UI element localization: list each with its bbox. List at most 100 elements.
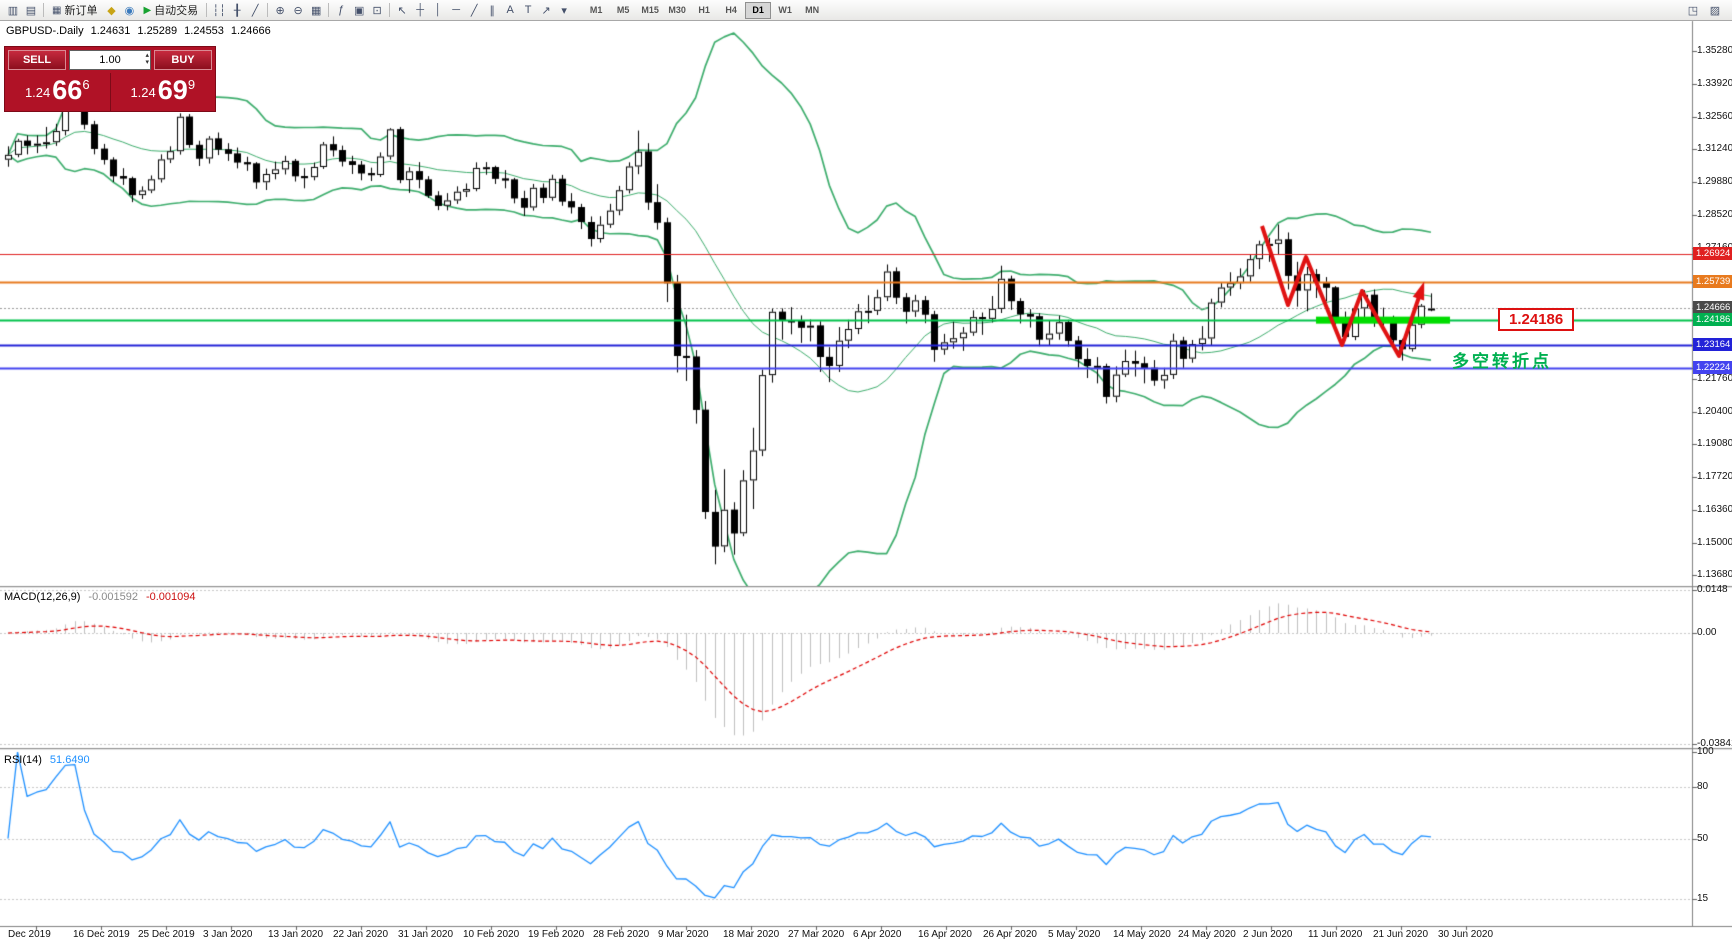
objects-list-icon[interactable]: ⊡ <box>368 2 386 18</box>
new-order-button-label: 新订单 <box>64 5 98 17</box>
arrows-dropdown-icon[interactable]: ▾ <box>555 2 573 18</box>
arrows-icon: ↗ <box>541 4 551 17</box>
horizontal-line-icon[interactable]: ─ <box>447 2 465 18</box>
line-chart-icon[interactable]: ╱ <box>246 2 264 18</box>
timeframe-m15[interactable]: M15 <box>641 5 659 15</box>
arrows-icon[interactable]: ↗ <box>537 2 555 18</box>
macd-value-signal: -0.001094 <box>145 591 196 603</box>
volume-value[interactable]: 1.00 <box>99 54 121 66</box>
price-tick-label: 1.16360 <box>1697 503 1732 515</box>
bar-chart-icon[interactable]: ┆┆ <box>210 2 228 18</box>
date-tick-label: 16 Dec 2019 <box>73 929 130 940</box>
market-depth-icon: ◆ <box>107 4 116 17</box>
rsi-tick-label: 50 <box>1697 832 1709 844</box>
templates-icon[interactable]: ▣ <box>350 2 368 18</box>
volume-stepper[interactable]: 1.00 ▴ ▾ <box>69 50 151 70</box>
toolbar-right-icons: ◳ ▨ <box>1684 2 1728 18</box>
timeframe-d1[interactable]: D1 <box>745 1 772 19</box>
timeframe-w1[interactable]: W1 <box>778 5 792 15</box>
vertical-line-icon: │ <box>434 4 442 16</box>
price-callout[interactable]: 1.24186 <box>1498 308 1575 331</box>
text-icon[interactable]: A <box>501 2 519 18</box>
date-tick-label: 10 Feb 2020 <box>463 929 520 940</box>
profiles-icon[interactable]: ▤ <box>22 2 40 18</box>
indicators-icon[interactable]: ƒ <box>332 2 350 18</box>
zoom-out-icon[interactable]: ⊖ <box>289 2 307 18</box>
macd-tick-label: 0.0148 <box>1697 584 1728 596</box>
order-panel-prices-row: 1.24 66 6 1.24 69 9 <box>5 73 215 111</box>
price-tick-label: 1.35280 <box>1697 45 1732 56</box>
timeframe-mn[interactable]: MN <box>805 5 820 15</box>
price-tick-label: 1.29880 <box>1697 176 1732 187</box>
date-tick-label: 2 Jun 2020 <box>1243 929 1293 940</box>
autotrading-icon: ▶ <box>143 4 152 16</box>
rsi-tick-label: 15 <box>1697 893 1709 905</box>
autotrading-button[interactable]: ▶ 自动交易 <box>138 2 203 18</box>
alerts-icon[interactable]: ◉ <box>120 2 138 18</box>
trendline-icon[interactable]: ╱ <box>465 2 483 18</box>
price-tick-label: 1.31240 <box>1697 143 1732 154</box>
price-tick-label: 1.33920 <box>1697 77 1732 89</box>
tile-windows-icon: ▦ <box>310 4 322 17</box>
new-order-button[interactable]: ▦ 新订单 <box>47 2 102 18</box>
date-tick-label: 3 Jan 2020 <box>203 929 253 940</box>
new-chart-icon[interactable]: ▥ <box>4 2 22 18</box>
crosshair-icon[interactable]: ┼ <box>411 2 429 18</box>
profiles-icon: ▤ <box>25 4 37 17</box>
buy-price-sup: 9 <box>187 77 196 92</box>
one-click-trading-panel: SELL 1.00 ▴ ▾ BUY 1.24 66 6 1.24 69 9 <box>4 46 216 112</box>
text-icon: A <box>506 4 514 16</box>
bar-chart-icon: ┆┆ <box>212 4 226 17</box>
macd-value-main: -0.001592 <box>88 591 138 603</box>
timeframe-h1[interactable]: H1 <box>698 5 710 15</box>
buy-price-big: 69 <box>157 75 188 105</box>
date-tick-label: 16 Apr 2020 <box>918 929 972 940</box>
timeframe-h4[interactable]: H4 <box>725 5 737 15</box>
date-tick-label: 30 Jun 2020 <box>1438 929 1494 940</box>
cursor-icon[interactable]: ↖ <box>393 2 411 18</box>
timeframe-m5[interactable]: M5 <box>616 5 630 15</box>
chart-note-icon[interactable]: ◳ <box>1687 4 1699 17</box>
zoom-in-icon[interactable]: ⊕ <box>271 2 289 18</box>
price-tick-label: 1.32560 <box>1697 110 1732 122</box>
sell-price[interactable]: 1.24 66 6 <box>5 73 110 111</box>
trendline-icon: ╱ <box>470 4 478 17</box>
annotation-text[interactable]: 多空转折点 <box>1452 352 1552 371</box>
date-tick-label: 26 Apr 2020 <box>983 929 1037 940</box>
buy-price[interactable]: 1.24 69 9 <box>111 73 216 111</box>
timeframe-m1[interactable]: M1 <box>589 5 603 15</box>
price-tick-label: 1.19080 <box>1697 438 1732 449</box>
date-tick-label: 19 Feb 2020 <box>528 929 585 940</box>
chart-list-icon[interactable]: ▨ <box>1709 4 1721 17</box>
templates-icon: ▣ <box>353 4 365 17</box>
candlestick-chart-icon[interactable]: ╂ <box>228 2 246 18</box>
toolbar-separator <box>206 3 208 17</box>
macd-tick-label: -0.038415 <box>1697 738 1732 750</box>
vertical-line-icon[interactable]: │ <box>429 2 447 18</box>
rsi-tick-label: 100 <box>1697 746 1714 757</box>
axis-price-badge: 1.25739 <box>1693 275 1732 289</box>
axis-price-badge: 1.24666 <box>1693 301 1732 315</box>
price-tick-label: 1.21760 <box>1697 372 1732 384</box>
horizontal-line-icon: ─ <box>452 4 461 16</box>
market-depth-icon[interactable]: ◆ <box>102 2 120 18</box>
date-tick-label: Dec 2019 <box>8 929 51 940</box>
order-panel-divider <box>109 73 111 111</box>
sell-button[interactable]: SELL <box>8 50 66 70</box>
chart-low: 1.24553 <box>184 25 224 37</box>
volume-down-icon[interactable]: ▾ <box>145 59 149 66</box>
tile-windows-icon[interactable]: ▦ <box>307 2 325 18</box>
chart-open: 1.24631 <box>90 25 131 37</box>
timeframe-m30[interactable]: M30 <box>668 5 686 15</box>
date-tick-label: 25 Dec 2019 <box>138 929 195 940</box>
label-icon[interactable]: T <box>519 2 537 18</box>
toolbar-separator <box>389 3 391 17</box>
date-tick-label: 9 Mar 2020 <box>658 929 709 940</box>
date-tick-label: 22 Jan 2020 <box>333 929 389 940</box>
channel-icon[interactable]: ∥ <box>483 2 501 18</box>
sell-price-sup: 6 <box>82 77 90 92</box>
buy-button[interactable]: BUY <box>154 50 212 70</box>
volume-up-icon[interactable]: ▴ <box>145 52 149 59</box>
date-tick-label: 6 Apr 2020 <box>853 929 902 940</box>
